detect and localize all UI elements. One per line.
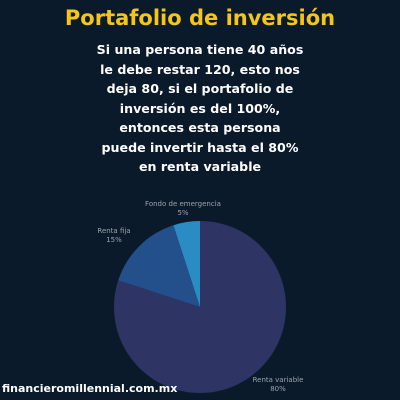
explanation-line: le debe restar 120, esto nos — [100, 61, 300, 77]
slice-label: Renta variable — [253, 376, 304, 384]
explanation-line: deja 80, si el portafolio de — [106, 81, 294, 96]
explanation-text: Si una persona tiene 40 años le debe res… — [80, 40, 320, 177]
explanation-line: en renta variable — [138, 159, 262, 174]
slice-label: Fondo de emergencia — [145, 200, 221, 208]
explanation-line: entonces esta persona — [119, 120, 281, 135]
slice-value-label: 15% — [106, 236, 122, 244]
slice-value-label: 80% — [270, 385, 286, 393]
pie-slice-renta-fija — [118, 225, 200, 307]
footer-website: financieromillennial.com.mx — [2, 382, 178, 395]
explanation-line: puede invertir hasta el 80% — [101, 139, 299, 155]
page-title: Portafolio de inversión — [64, 6, 336, 30]
slice-label: Renta fija — [97, 227, 130, 235]
pie-slice-fondo-de-emergencia — [173, 221, 200, 307]
pie-slice-renta-variable — [113, 221, 286, 393]
explanation-line: inversión es del 100%, — [119, 100, 281, 116]
explanation-line: Si una persona tiene 40 años — [96, 42, 304, 57]
slice-value-label: 5% — [177, 209, 188, 217]
